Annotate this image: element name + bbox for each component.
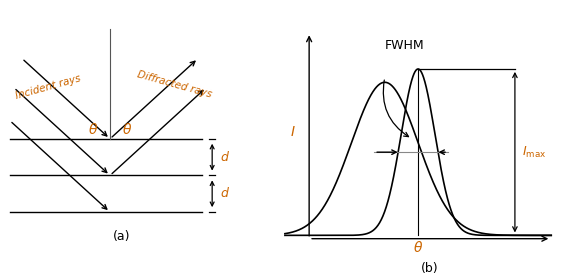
Text: (b): (b) — [421, 262, 439, 275]
Text: d: d — [220, 151, 228, 164]
Text: I: I — [291, 125, 295, 139]
Text: θ: θ — [89, 123, 98, 137]
Text: d: d — [220, 187, 228, 200]
Text: FWHM: FWHM — [385, 39, 424, 52]
Text: (a): (a) — [113, 230, 131, 243]
Text: Incident rays: Incident rays — [14, 73, 82, 101]
Text: θ: θ — [123, 123, 131, 137]
Text: $I_{\mathrm{max}}$: $I_{\mathrm{max}}$ — [522, 145, 547, 160]
Text: Diffracted rays: Diffracted rays — [136, 69, 213, 99]
Text: θ: θ — [414, 241, 422, 255]
